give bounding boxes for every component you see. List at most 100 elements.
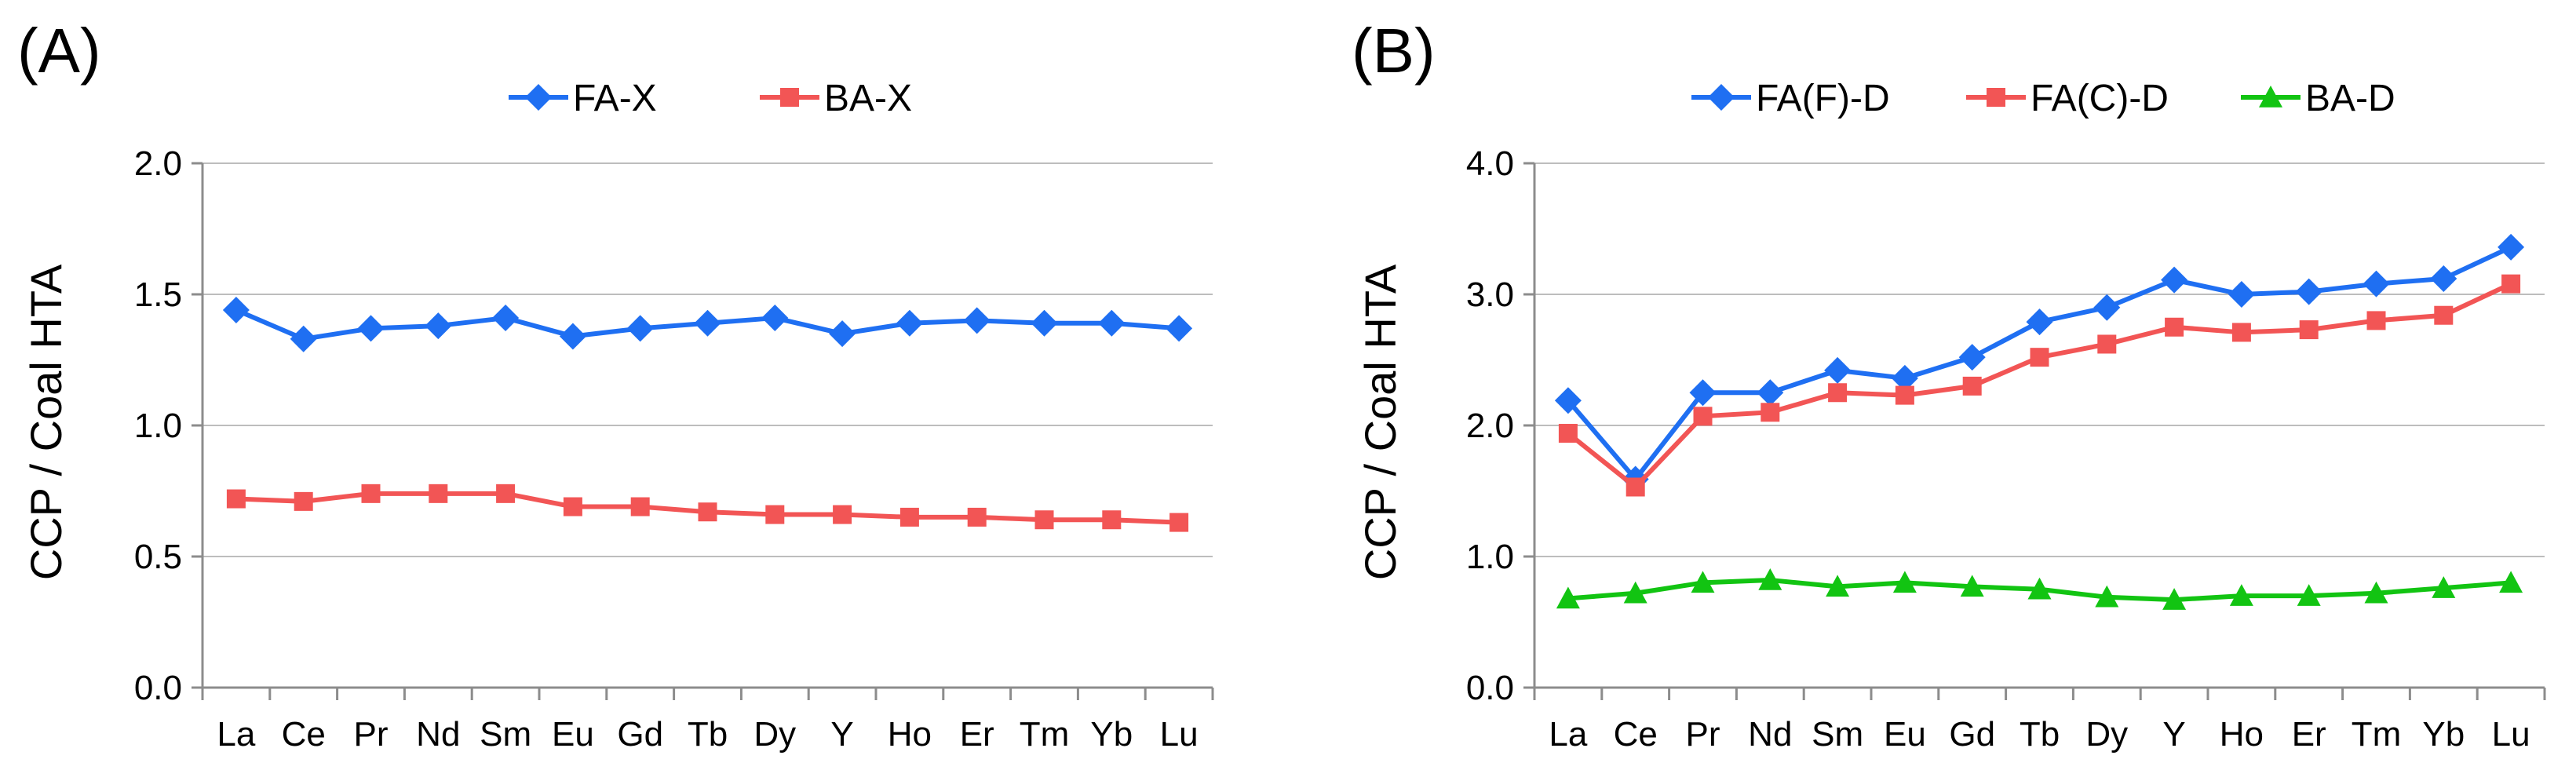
x-tick-label-a-Yb: Yb	[1090, 715, 1133, 754]
legend-marker-a-fa-x	[525, 84, 552, 111]
point-a-ba-x-Yb	[1102, 510, 1122, 530]
x-tick-label-a-Ho: Ho	[888, 715, 932, 754]
point-a-fa-x-Pr	[357, 315, 385, 342]
x-tick-label-b-Gd: Gd	[1949, 715, 1995, 754]
point-b-fa-f-d-Nd	[1757, 379, 1784, 407]
x-tick-label-a-Eu: Eu	[552, 715, 594, 754]
x-tick-label-b-Eu: Eu	[1884, 715, 1926, 754]
point-b-ba-d-Eu	[1892, 571, 1917, 593]
point-a-ba-x-Sm	[496, 484, 516, 503]
point-b-fa-f-d-Dy	[2093, 294, 2121, 321]
legend-label-a-ba-x: BA-X	[824, 78, 912, 119]
point-b-ba-d-Dy	[2095, 585, 2119, 608]
point-a-ba-x-Ho	[899, 507, 919, 527]
y-tick-label-b-1: 1.0	[1466, 538, 1514, 576]
point-a-fa-x-Dy	[761, 305, 789, 332]
x-tick-label-a-Dy: Dy	[753, 715, 796, 754]
point-b-fa-c-d-Nd	[1761, 403, 1780, 422]
point-b-fa-f-d-Lu	[2498, 233, 2525, 261]
x-tick-label-a-Pr: Pr	[354, 715, 389, 754]
x-tick-label-b-Dy: Dy	[2085, 715, 2128, 754]
point-a-ba-x-Er	[967, 507, 987, 527]
point-a-ba-x-Dy	[765, 505, 785, 524]
point-a-ba-x-Gd	[630, 497, 650, 516]
point-a-ba-x-Tb	[698, 502, 717, 522]
point-a-fa-x-Gd	[626, 315, 654, 342]
point-b-ba-d-Lu	[2499, 571, 2523, 593]
point-b-fa-f-d-La	[1554, 387, 1582, 414]
legend-marker-a-ba-x	[780, 88, 799, 107]
x-tick-label-a-Lu: Lu	[1160, 715, 1199, 754]
point-b-fa-c-d-Lu	[2501, 274, 2521, 294]
point-b-fa-f-d-Tb	[2026, 308, 2053, 336]
y-tick-label-b-4: 4.0	[1466, 144, 1514, 183]
point-b-fa-f-d-Yb	[2430, 265, 2457, 292]
x-tick-label-b-Ho: Ho	[2220, 715, 2264, 754]
point-a-ba-x-Ce	[294, 491, 313, 511]
legend-marker-b-ba-d	[2259, 86, 2282, 108]
point-b-ba-d-Pr	[1691, 571, 1715, 593]
point-b-fa-c-d-Dy	[2097, 334, 2117, 354]
point-b-fa-c-d-Y	[2165, 317, 2184, 337]
x-tick-label-b-Yb: Yb	[2422, 715, 2465, 754]
panel-label-b: (B)	[1352, 16, 1436, 86]
point-a-fa-x-Tb	[694, 309, 721, 337]
x-tick-label-b-Ce: Ce	[1614, 715, 1658, 754]
y-tick-label-b-2: 2.0	[1466, 407, 1514, 445]
point-b-fa-c-d-Gd	[1962, 376, 1982, 396]
point-b-fa-c-d-Sm	[1828, 383, 1848, 403]
legend-label-b-fa-f-d: FA(F)-D	[1756, 78, 1890, 119]
x-tick-label-a-La: La	[217, 715, 255, 754]
panel-label-a: (A)	[17, 16, 101, 86]
chart-panel-b: (B) CCP / Coal HTA 0.0 1.0 2.0 3.0 4.0 La Ce Pr…	[1352, 16, 2546, 754]
chart-panel-a: (A) CCP / Coal HTA 0.0 0.5 1.0 1.5 2.0 La Ce Pr…	[17, 16, 1214, 754]
point-b-fa-f-d-Eu	[1891, 364, 1918, 392]
x-tick-label-b-Tb: Tb	[2020, 715, 2060, 754]
legend-marker-b-fa-f-d	[1708, 84, 1735, 111]
point-b-fa-f-d-Sm	[1824, 356, 1852, 384]
x-tick-label-b-La: La	[1549, 715, 1587, 754]
point-b-ba-d-Er	[2297, 584, 2321, 606]
point-b-ba-d-La	[1556, 586, 1580, 609]
point-b-fa-c-d-Er	[2299, 320, 2319, 340]
point-a-fa-x-Nd	[425, 312, 452, 340]
x-tick-label-b-Lu: Lu	[2492, 715, 2530, 754]
point-b-fa-c-d-Pr	[1693, 407, 1713, 426]
point-a-fa-x-Sm	[492, 305, 520, 332]
point-b-ba-d-Ho	[2229, 584, 2253, 606]
x-tick-label-a-Er: Er	[960, 715, 994, 754]
x-tick-label-a-Y: Y	[830, 715, 853, 754]
point-b-fa-c-d-Yb	[2434, 305, 2454, 325]
point-a-ba-x-Eu	[563, 497, 582, 516]
point-a-fa-x-Eu	[559, 323, 586, 350]
point-b-ba-d-Yb	[2432, 576, 2456, 598]
x-tick-label-a-Tm: Tm	[1020, 715, 1070, 754]
x-tick-label-a-Nd: Nd	[416, 715, 460, 754]
point-a-fa-x-Ce	[290, 325, 317, 352]
x-tick-label-b-Nd: Nd	[1748, 715, 1792, 754]
y-tick-label-a-3: 1.5	[134, 276, 182, 314]
point-a-fa-x-Yb	[1098, 309, 1126, 337]
legend-label-b-fa-c-d: FA(C)-D	[2031, 78, 2169, 119]
point-a-ba-x-La	[226, 489, 246, 509]
point-b-fa-f-d-Er	[2295, 278, 2322, 305]
point-b-fa-f-d-Pr	[1689, 379, 1717, 407]
point-b-fa-c-d-Eu	[1895, 385, 1914, 405]
point-a-fa-x-La	[222, 297, 250, 324]
y-tick-label-b-3: 3.0	[1466, 276, 1514, 314]
x-tick-label-b-Y: Y	[2162, 715, 2185, 754]
point-b-fa-c-d-Ce	[1626, 477, 1645, 497]
legend-marker-b-fa-c-d	[1987, 88, 2005, 107]
point-b-ba-d-Tm	[2364, 581, 2388, 604]
point-b-ba-d-Tb	[2027, 577, 2052, 600]
point-b-ba-d-Ce	[1623, 581, 1647, 604]
point-b-ba-d-Y	[2162, 588, 2187, 610]
point-a-ba-x-Nd	[429, 484, 448, 503]
y-tick-label-a-1: 0.5	[134, 538, 182, 576]
point-b-ba-d-Gd	[1960, 575, 1984, 597]
point-a-fa-x-Y	[829, 320, 856, 348]
point-a-fa-x-Er	[963, 307, 991, 334]
point-b-fa-f-d-Tm	[2363, 270, 2390, 297]
point-a-fa-x-Ho	[896, 309, 923, 337]
